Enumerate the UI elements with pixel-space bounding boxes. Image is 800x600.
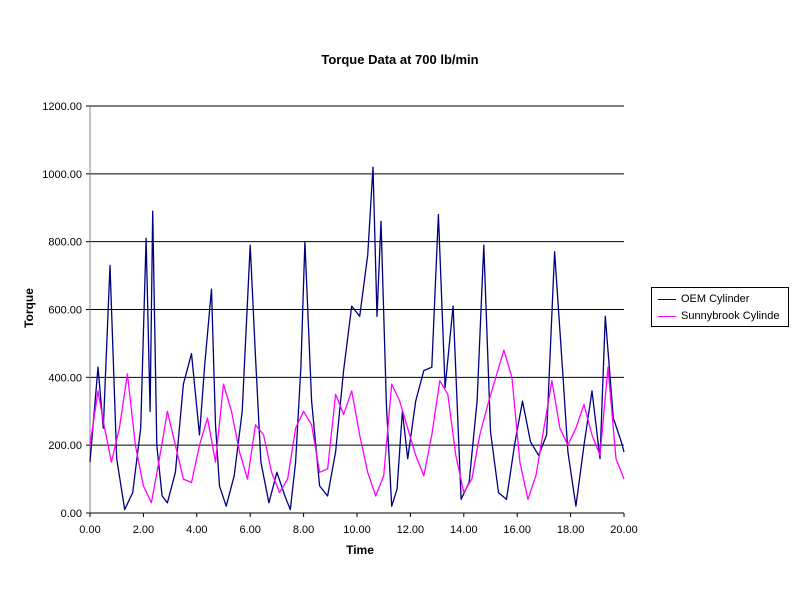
x-tick-label: 14.00	[450, 524, 478, 536]
x-tick-label: 20.00	[610, 524, 638, 536]
y-tick-label: 0.00	[61, 508, 82, 520]
y-tick-label: 800.00	[48, 237, 82, 249]
y-tick-label: 200.00	[48, 440, 82, 452]
axes: 0.00 200.00 400.00 600.00 800.00 1000.00 1200.…	[42, 101, 638, 536]
series-line-sunnybrook-cylinder	[89, 349, 625, 504]
y-tick-label: 400.00	[48, 372, 82, 384]
legend-label-sunnybrook: Sunnybrook Cylinde	[681, 310, 780, 322]
series-line-oem-cylinder	[89, 166, 625, 511]
legend-item-sunnybrook: Sunnybrook Cylinde	[658, 309, 779, 323]
x-tick-label: 16.00	[503, 524, 531, 536]
x-tick-label: 18.00	[557, 524, 585, 536]
legend-label-oem: OEM Cylinder	[681, 293, 750, 305]
x-tick-label: 8.00	[293, 524, 314, 536]
x-tick-label: 6.00	[239, 524, 260, 536]
x-tick-label: 4.00	[186, 524, 207, 536]
x-tick-label: 12.00	[397, 524, 425, 536]
gridlines	[90, 105, 624, 446]
legend: OEM Cylinder Sunnybrook Cylinde	[651, 287, 789, 327]
x-axis-title: Time	[346, 543, 374, 557]
x-tick-label: 0.00	[79, 524, 100, 536]
x-tick-label: 2.00	[133, 524, 154, 536]
y-tick-label: 600.00	[48, 305, 82, 317]
y-tick-label: 1200.00	[42, 101, 82, 113]
series-lines	[89, 166, 625, 511]
legend-swatch-oem	[658, 298, 676, 300]
chart-title: Torque Data at 700 lb/min	[321, 52, 479, 67]
legend-swatch-sunnybrook	[658, 315, 676, 317]
x-tick-label: 10.00	[343, 524, 371, 536]
y-tick-label: 1000.00	[42, 169, 82, 181]
legend-item-oem: OEM Cylinder	[658, 292, 749, 306]
